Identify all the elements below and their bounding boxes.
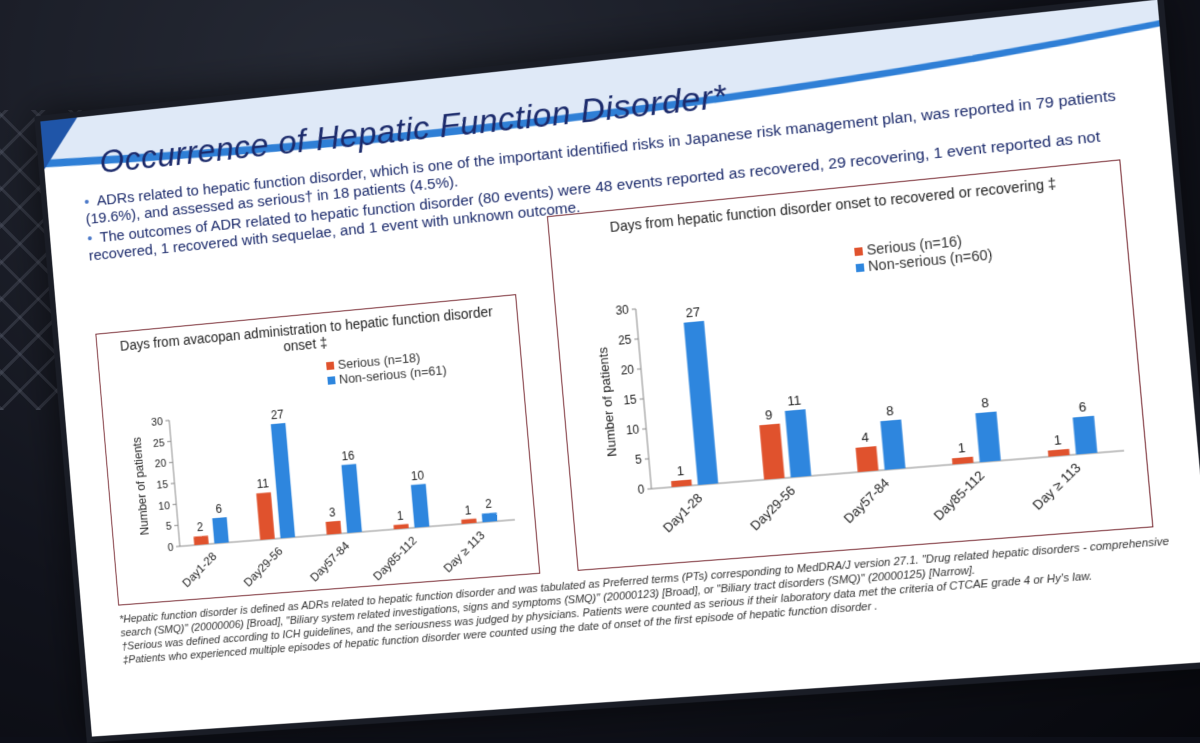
data-label: 8 (885, 403, 894, 419)
y-tick-label: 0 (167, 542, 174, 554)
left-chart-panel: Days from avacopan administration to hep… (95, 294, 540, 605)
category-label: Day57-84 (308, 539, 353, 584)
category-label: Day29-56 (747, 482, 799, 533)
y-tick-label: 5 (165, 521, 172, 533)
y-tick-label: 5 (635, 453, 643, 467)
category-label: Day ≥ 113 (441, 528, 488, 575)
y-tick-label: 20 (154, 458, 166, 471)
category-label: Day29-56 (241, 544, 285, 589)
category-label: Day1-28 (660, 490, 706, 536)
bar-nonserious (684, 321, 719, 485)
bar-nonserious (212, 517, 229, 543)
y-tick-label: 10 (158, 500, 170, 513)
bar-nonserious (482, 513, 498, 523)
bar-serious (326, 521, 342, 535)
bar-serious (759, 424, 784, 480)
bar-serious (194, 536, 209, 546)
bar-serious (856, 446, 879, 472)
category-label: Day ≥ 113 (1029, 460, 1084, 513)
presentation-slide: Occurrence of Hepatic Function Disorder*… (34, 0, 1200, 743)
data-label: 1 (396, 509, 404, 523)
bar-nonserious (975, 412, 1000, 463)
data-label: 1 (676, 463, 685, 479)
bar-nonserious (271, 423, 295, 538)
category-label: Day1-28 (180, 550, 219, 590)
bar-nonserious (411, 484, 430, 528)
y-tick-label: 25 (153, 437, 165, 450)
bar-nonserious (880, 420, 905, 470)
data-label: 1 (464, 504, 472, 518)
y-tick-label: 10 (625, 423, 640, 437)
data-label: 6 (1078, 399, 1087, 415)
y-axis-label: Number of patients (595, 347, 620, 458)
category-label: Day85-112 (930, 467, 987, 523)
y-tick-label: 25 (618, 333, 633, 347)
right-bar-chart: 0 5 10 15 20 25 30 Number of patients 1 27 Day1-28… (548, 160, 1152, 569)
data-label: 8 (981, 394, 990, 410)
data-label: 27 (685, 304, 701, 321)
category-label: Day85-112 (371, 534, 420, 583)
y-tick-label: 30 (615, 303, 630, 318)
bar-nonserious (341, 464, 362, 533)
data-label: 6 (215, 503, 223, 516)
data-label: 2 (196, 521, 203, 534)
bar-nonserious (1073, 416, 1098, 455)
y-tick-label: 30 (151, 416, 163, 429)
data-label: 1 (957, 440, 966, 456)
category-label: Day57-84 (840, 475, 892, 526)
data-label: 27 (270, 408, 284, 422)
data-label: 3 (329, 506, 337, 520)
data-label: 16 (341, 449, 355, 463)
y-tick-label: 20 (620, 363, 635, 377)
data-label: 2 (485, 498, 493, 512)
y-tick-label: 15 (623, 393, 638, 407)
y-axis-label: Number of patients (131, 437, 152, 536)
y-tick-label: 15 (156, 479, 168, 492)
y-tick-label: 0 (637, 483, 645, 497)
bar-serious (256, 492, 275, 540)
right-chart-panel: Days from hepatic function disorder onse… (547, 159, 1154, 571)
data-label: 1 (1053, 432, 1062, 448)
data-label: 4 (861, 429, 870, 445)
data-label: 11 (787, 392, 802, 409)
data-label: 9 (764, 407, 773, 423)
data-label: 10 (411, 469, 425, 483)
bar-nonserious (785, 409, 811, 477)
data-label: 11 (256, 478, 269, 492)
